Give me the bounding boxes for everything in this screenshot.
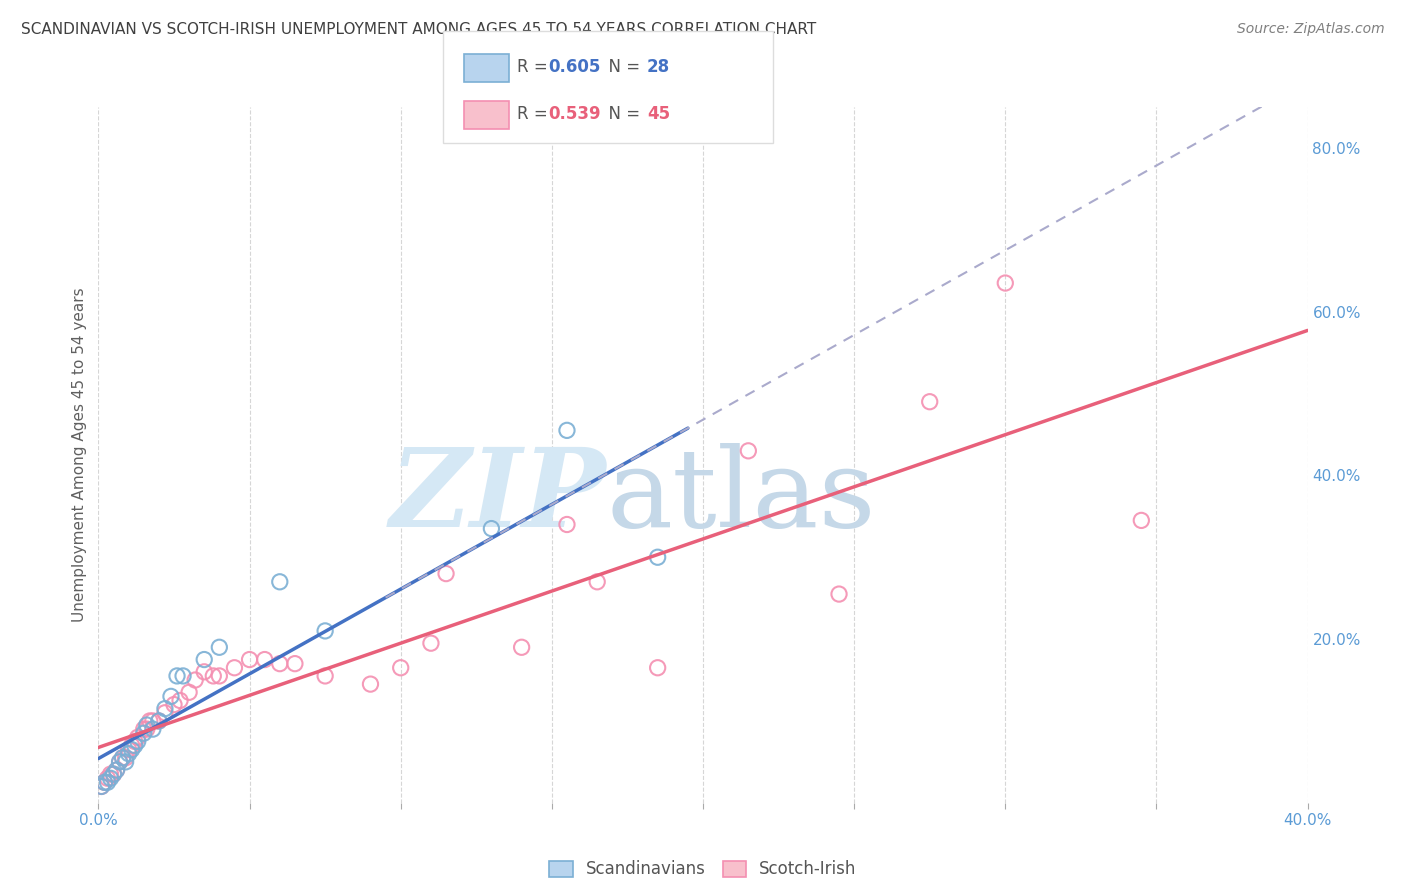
Point: [127, 731, 149, 745]
Point: [208, 669, 231, 683]
Point: [420, 636, 443, 650]
Point: [100, 767, 122, 781]
Text: 0.605: 0.605: [548, 58, 600, 76]
Point: [148, 714, 170, 728]
Point: [202, 669, 225, 683]
Point: [114, 755, 136, 769]
Text: SCANDINAVIAN VS SCOTCH-IRISH UNEMPLOYMENT AMONG AGES 45 TO 54 YEARS CORRELATION : SCANDINAVIAN VS SCOTCH-IRISH UNEMPLOYMEN…: [21, 22, 817, 37]
Text: 28: 28: [647, 58, 669, 76]
Point: [434, 566, 457, 581]
Point: [555, 423, 578, 437]
Point: [269, 574, 291, 589]
Point: [481, 522, 503, 536]
Point: [510, 640, 533, 655]
Point: [111, 751, 134, 765]
Point: [239, 652, 262, 666]
Point: [118, 742, 141, 756]
Point: [647, 661, 669, 675]
Point: [121, 739, 143, 753]
Point: [132, 726, 155, 740]
Text: R =: R =: [517, 105, 554, 123]
Point: [103, 767, 125, 781]
Point: [135, 722, 157, 736]
Point: [108, 755, 131, 769]
Point: [135, 718, 157, 732]
Point: [121, 742, 143, 756]
Point: [555, 517, 578, 532]
Text: atlas: atlas: [606, 443, 876, 550]
Point: [179, 685, 201, 699]
Y-axis label: Unemployment Among Ages 45 to 54 years: Unemployment Among Ages 45 to 54 years: [72, 287, 87, 623]
Point: [118, 747, 141, 761]
Point: [132, 722, 155, 736]
Point: [153, 701, 176, 715]
Point: [166, 669, 188, 683]
Point: [360, 677, 382, 691]
Point: [96, 775, 118, 789]
Point: [193, 652, 215, 666]
Point: [96, 771, 118, 785]
Point: [153, 706, 176, 720]
Point: [269, 657, 291, 671]
Point: [994, 276, 1017, 290]
Point: [124, 739, 146, 753]
Point: [111, 751, 134, 765]
Point: [93, 775, 115, 789]
Point: [93, 775, 115, 789]
Text: N =: N =: [598, 58, 645, 76]
Point: [160, 690, 183, 704]
Text: 45: 45: [647, 105, 669, 123]
Point: [918, 394, 941, 409]
Point: [253, 652, 276, 666]
Point: [108, 755, 131, 769]
Point: [224, 661, 246, 675]
Point: [389, 661, 412, 675]
Point: [586, 574, 609, 589]
Point: [193, 665, 215, 679]
Point: [284, 657, 307, 671]
Text: 0.539: 0.539: [548, 105, 600, 123]
Text: ZIP: ZIP: [389, 443, 606, 550]
Point: [1130, 513, 1153, 527]
Point: [124, 734, 146, 748]
Point: [172, 669, 194, 683]
Point: [314, 624, 336, 638]
Point: [647, 550, 669, 565]
Point: [105, 763, 128, 777]
Point: [169, 693, 191, 707]
Text: N =: N =: [598, 105, 645, 123]
Point: [103, 767, 125, 781]
Point: [105, 763, 128, 777]
Point: [208, 640, 231, 655]
Point: [90, 780, 112, 794]
Point: [100, 771, 122, 785]
Point: [163, 698, 186, 712]
Point: [737, 443, 759, 458]
Text: R =: R =: [517, 58, 554, 76]
Text: Source: ZipAtlas.com: Source: ZipAtlas.com: [1237, 22, 1385, 37]
Point: [114, 751, 136, 765]
Legend: Scandinavians, Scotch-Irish: Scandinavians, Scotch-Irish: [543, 854, 863, 885]
Point: [142, 714, 165, 728]
Point: [184, 673, 207, 687]
Point: [90, 780, 112, 794]
Point: [828, 587, 851, 601]
Point: [314, 669, 336, 683]
Point: [139, 714, 162, 728]
Point: [148, 714, 170, 728]
Point: [127, 734, 149, 748]
Point: [142, 722, 165, 736]
